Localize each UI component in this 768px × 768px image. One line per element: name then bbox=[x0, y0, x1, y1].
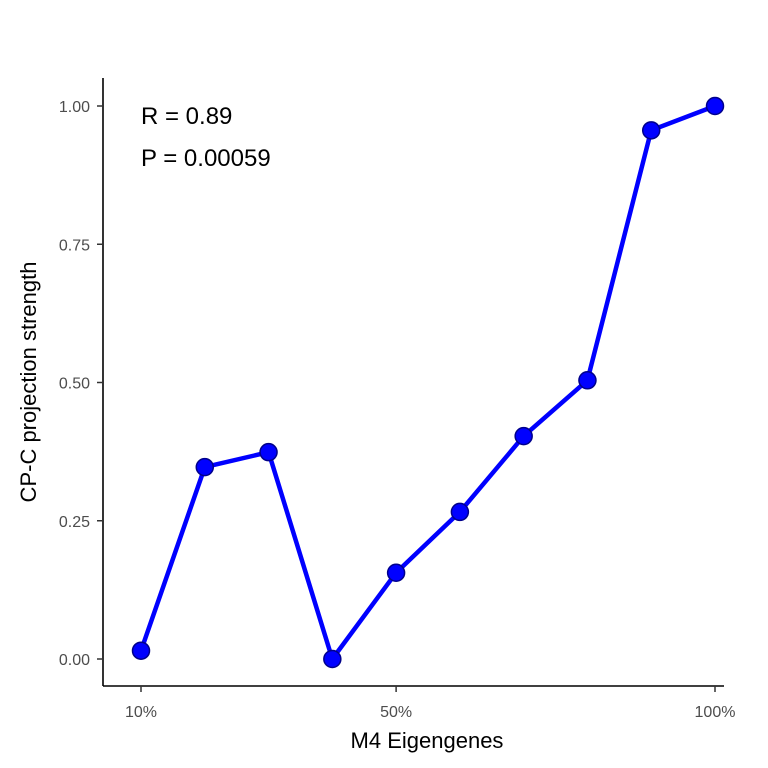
data-point bbox=[514, 426, 533, 446]
y-tick-label: 0.25 bbox=[59, 514, 90, 531]
x-tick-label: 10% bbox=[125, 704, 157, 721]
y-tick-label: 0.75 bbox=[59, 237, 90, 254]
data-point bbox=[195, 457, 215, 477]
x-ticks: 10% 50% 100% bbox=[125, 686, 735, 721]
data-point bbox=[705, 96, 725, 116]
series-group bbox=[131, 96, 725, 669]
data-point bbox=[450, 502, 470, 522]
annotation-r: R = 0.89 bbox=[141, 103, 232, 130]
data-point bbox=[386, 563, 406, 582]
data-point bbox=[578, 371, 597, 390]
y-tick-label: 0.00 bbox=[59, 652, 90, 669]
data-point bbox=[323, 649, 342, 669]
y-tick-label: 0.50 bbox=[59, 376, 90, 393]
data-point bbox=[259, 442, 278, 462]
series-line bbox=[138, 103, 718, 662]
x-tick-label: 50% bbox=[380, 704, 412, 721]
x-tick-label: 100% bbox=[695, 704, 736, 721]
y-ticks: 0.00 0.25 0.50 0.75 1.00 bbox=[59, 99, 103, 669]
y-tick-label: 1.00 bbox=[59, 99, 90, 116]
annotation-p: P = 0.00059 bbox=[141, 145, 271, 172]
x-axis-title: M4 Eigengenes bbox=[351, 728, 504, 753]
data-point bbox=[641, 121, 661, 140]
data-point bbox=[131, 641, 151, 660]
y-axis-title: CP-C projection strength bbox=[16, 262, 41, 503]
